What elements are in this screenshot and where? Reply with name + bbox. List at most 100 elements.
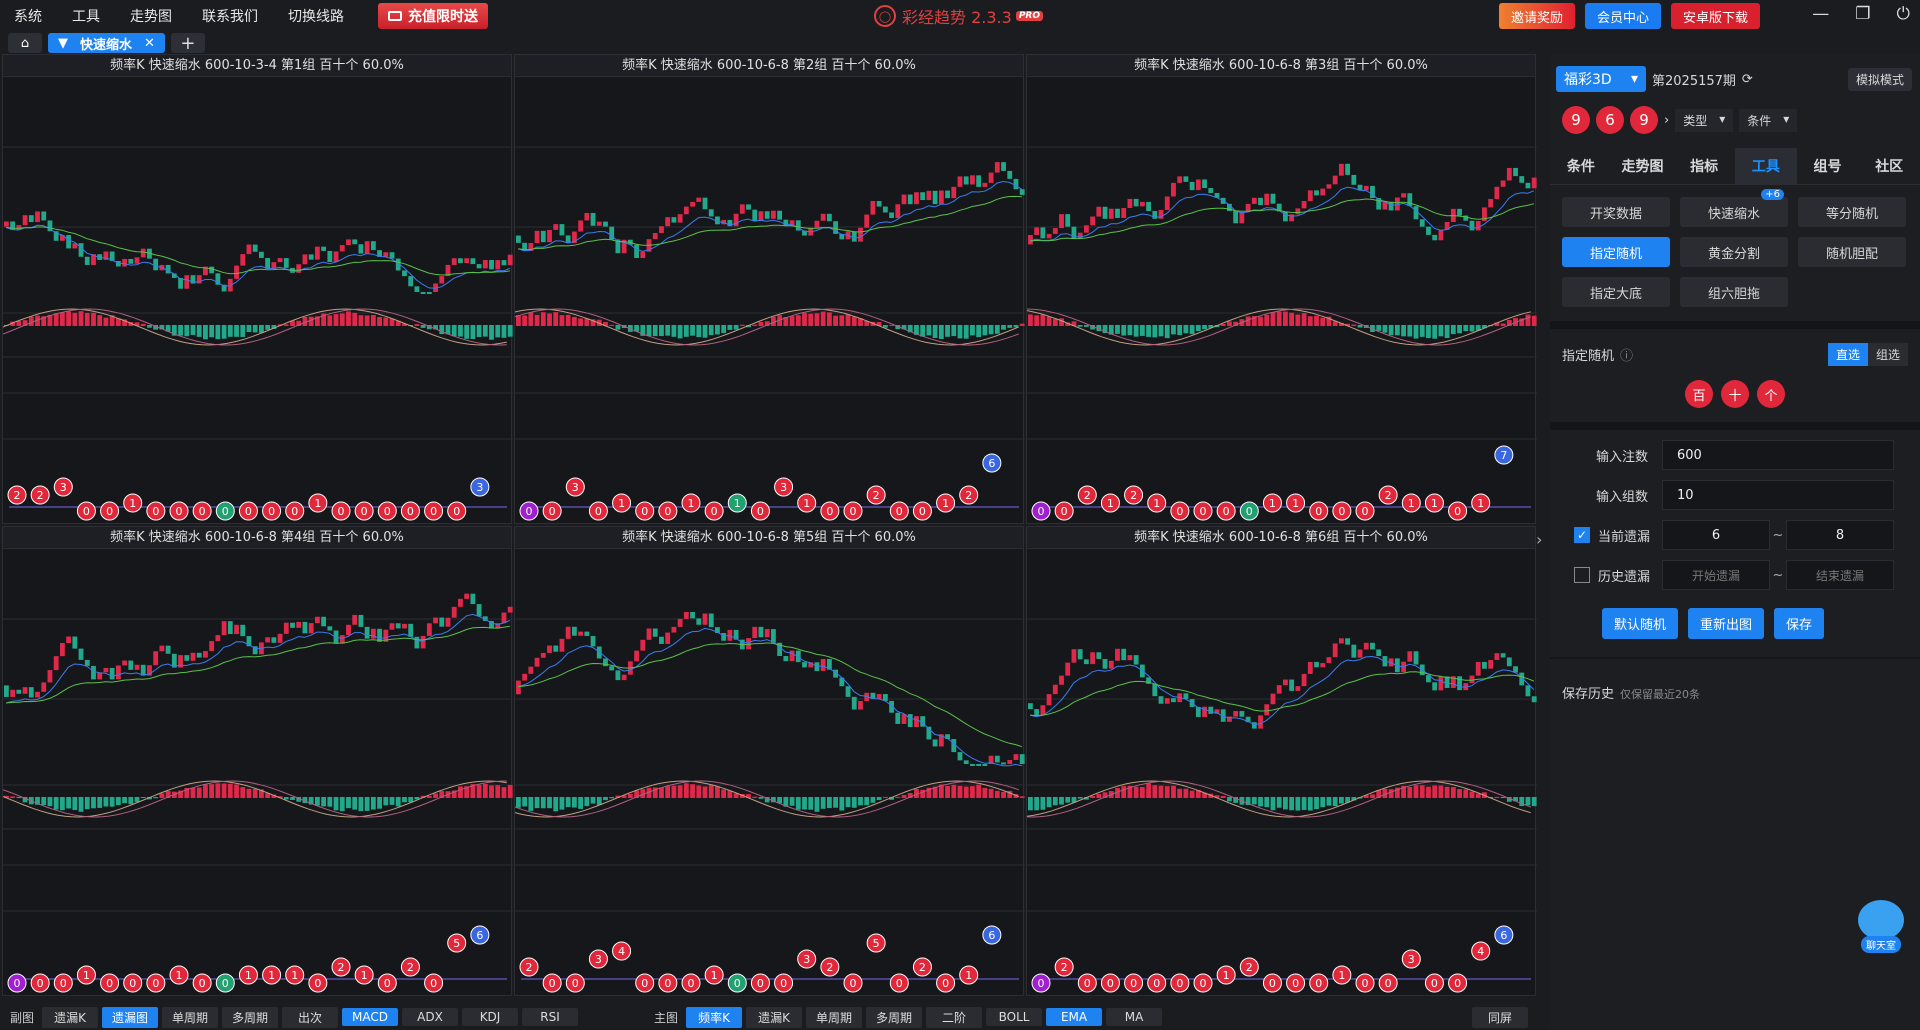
sub-miss-chart[interactable]: 遗漏图 [102, 1006, 159, 1028]
recharge-promo-button[interactable]: 充值限时送 [378, 3, 488, 29]
invite-button[interactable]: 邀请奖励 [1498, 3, 1575, 29]
main-single-period[interactable]: 单周期 [806, 1006, 863, 1028]
tab-group-numbers[interactable]: 组号 [1813, 159, 1842, 175]
tab-community[interactable]: 社区 [1875, 159, 1904, 175]
current-miss-to[interactable]: 8 [1786, 520, 1894, 550]
menu-tools[interactable]: 工具 [72, 9, 100, 25]
current-miss-checkbox[interactable]: ✓ [1574, 527, 1590, 543]
group-select-button[interactable]: 组选 [1867, 343, 1908, 366]
chart-panel[interactable]: 频率K 快速缩水 600-10-3-4 第1组 百十个 60.0% 2 2 3 0 0 1 0… [2, 54, 513, 525]
current-miss-from[interactable]: 6 [1662, 520, 1770, 550]
sub-count[interactable]: 出次 [282, 1006, 339, 1028]
macd-bar [1531, 797, 1537, 807]
close-icon[interactable]: ✕ [144, 35, 155, 51]
candlestick-chart[interactable]: 0 2 0 0 0 0 0 0 1 2 0 0 0 1 0 0 3 0 0 4 6 [1027, 549, 1537, 997]
miss-ball-value: 2 [14, 489, 21, 502]
macd-bar [333, 314, 339, 326]
chart-panel[interactable]: 频率K 快速缩水 600-10-6-8 第5组 百十个 60.0% 2 0 0 3 4 0 0… [514, 526, 1025, 997]
bets-input[interactable]: 600 [1662, 440, 1894, 470]
candlestick-chart[interactable]: 0 0 3 0 1 0 0 1 0 1 0 3 1 0 0 2 0 0 1 2 6 [515, 77, 1025, 525]
macd-bar [1513, 797, 1518, 802]
condition-dropdown[interactable]: 条件 ▾ [1739, 108, 1798, 132]
chart-panel[interactable]: 频率K 快速缩水 600-10-6-8 第4组 百十个 60.0% 0 0 0 1 0 0 0… [2, 526, 513, 997]
sub-kdj[interactable]: KDJ [462, 1008, 519, 1026]
main-multi-period[interactable]: 多周期 [866, 1006, 923, 1028]
tab-tools[interactable]: 工具 [1735, 148, 1797, 184]
vip-center-button[interactable]: 会员中心 [1584, 3, 1661, 29]
history-miss-checkbox[interactable] [1574, 567, 1590, 583]
chart-panel[interactable]: 频率K 快速缩水 600-10-6-8 第6组 百十个 60.0% 0 2 0 0 0 0 0… [1026, 526, 1537, 997]
sub-single-period[interactable]: 单周期 [162, 1006, 219, 1028]
sub-rsi[interactable]: RSI [522, 1008, 579, 1026]
save-button[interactable]: 保存 [1774, 608, 1825, 639]
candlestick-chart[interactable]: 0 0 0 1 0 0 0 1 0 0 1 1 1 0 2 1 0 2 0 5 6 [3, 549, 513, 997]
collapse-arrow-icon[interactable]: › [1536, 530, 1543, 549]
main-ma[interactable]: MA [1106, 1008, 1163, 1026]
redraw-button[interactable]: 重新出图 [1688, 608, 1765, 639]
add-tab-button[interactable]: + [170, 33, 205, 54]
tab-trend[interactable]: 走势图 [1621, 159, 1664, 175]
macd-bar [1326, 316, 1332, 326]
pos-hundreds[interactable]: 百 [1685, 380, 1713, 408]
minimize-icon[interactable]: — [1812, 4, 1830, 24]
help-icon[interactable]: ⓘ [1620, 349, 1634, 364]
miss-ball-value: 0 [152, 505, 159, 518]
macd-bar [615, 795, 621, 798]
tab-conditions[interactable]: 条件 [1566, 159, 1595, 175]
chevron-right-icon[interactable]: › [1664, 112, 1670, 128]
sub-macd[interactable]: MACD [342, 1008, 399, 1026]
macd-bar [1394, 325, 1400, 336]
tool-specified-base[interactable]: 指定大底 [1562, 277, 1670, 307]
tool-draw-data[interactable]: 开奖数据 [1562, 197, 1670, 227]
default-random-button[interactable]: 默认随机 [1602, 608, 1679, 639]
tool-random-bold[interactable]: 随机胆配 [1798, 237, 1906, 267]
candle [1083, 659, 1089, 665]
android-download-button[interactable]: 安卓版下载 [1670, 3, 1760, 29]
main-second-order[interactable]: 二阶 [926, 1006, 983, 1028]
tab-indicators[interactable]: 指标 [1690, 159, 1719, 175]
chat-room-button[interactable]: 聊天室 [1856, 900, 1906, 964]
sub-miss-k[interactable]: 遗漏K [42, 1006, 99, 1028]
sub-adx[interactable]: ADX [402, 1008, 459, 1026]
pos-tens[interactable]: 十 [1721, 380, 1749, 408]
menu-contact[interactable]: 联系我们 [202, 9, 258, 25]
candlestick-chart[interactable]: 2 0 0 3 4 0 0 0 1 0 0 0 3 2 0 5 0 2 0 1 6 [515, 549, 1025, 997]
home-button[interactable]: ⌂ [8, 33, 42, 53]
main-boll[interactable]: BOLL [986, 1008, 1043, 1026]
pos-units[interactable]: 个 [1757, 380, 1785, 408]
main-miss-k[interactable]: 遗漏K [746, 1006, 803, 1028]
miss-ball [146, 973, 166, 993]
simulate-mode-button[interactable]: 模拟模式 [1847, 67, 1912, 91]
macd-line [3, 308, 507, 346]
macd-bar [646, 787, 652, 798]
main-ema[interactable]: EMA [1046, 1008, 1103, 1026]
lottery-select[interactable]: 福彩3D ▾ [1556, 66, 1646, 92]
tool-equal-random[interactable]: 等分随机 [1798, 197, 1906, 227]
same-screen-button[interactable]: 同屏 [1472, 1006, 1528, 1028]
type-dropdown[interactable]: 类型 ▾ [1675, 108, 1734, 132]
refresh-icon[interactable]: ⟳ [1741, 71, 1753, 87]
direct-select-button[interactable]: 直选 [1827, 343, 1868, 366]
chart-panel[interactable]: 频率K 快速缩水 600-10-6-8 第3组 百十个 60.0% 0 0 2 1 2 1 0… [1026, 54, 1537, 525]
history-miss-from[interactable]: 开始遗漏 [1662, 560, 1770, 590]
candlestick-chart[interactable]: 2 2 3 0 0 1 0 0 0 0 0 0 0 1 0 0 0 0 0 0 3 [3, 77, 513, 525]
sub-multi-period[interactable]: 多周期 [222, 1006, 279, 1028]
history-miss-to[interactable]: 结束遗漏 [1786, 560, 1894, 590]
macd-bar [1152, 785, 1158, 798]
restore-icon[interactable]: ❐ [1855, 4, 1871, 24]
tool-group6-drag[interactable]: 组六胆拖 [1680, 277, 1788, 307]
groups-input[interactable]: 10 [1662, 480, 1894, 510]
chart-panel[interactable]: 频率K 快速缩水 600-10-6-8 第2组 百十个 60.0% 0 0 3 0 1 0 0… [514, 54, 1025, 525]
menu-switch-line[interactable]: 切换线路 [288, 9, 344, 25]
power-icon[interactable]: ⏻ [1896, 4, 1910, 24]
candle [122, 660, 127, 666]
tool-quick-shrink[interactable]: 快速缩水 +6 [1680, 189, 1788, 227]
tool-specified-random[interactable]: 指定随机 [1562, 237, 1670, 267]
section-header: 指定随机 ⓘ 直选 组选 [1562, 343, 1908, 366]
candlestick-chart[interactable]: 0 0 2 1 2 1 0 0 0 0 1 1 0 0 0 2 1 1 0 1 7 [1027, 77, 1537, 525]
menu-system[interactable]: 系统 [14, 9, 42, 25]
tool-golden-split[interactable]: 黄金分割 [1680, 237, 1788, 267]
menu-trend[interactable]: 走势图 [130, 9, 172, 25]
tab-quick-shrink[interactable]: ▼ 快速缩水 ✕ [48, 33, 165, 53]
main-freq-k[interactable]: 频率K [686, 1006, 743, 1028]
